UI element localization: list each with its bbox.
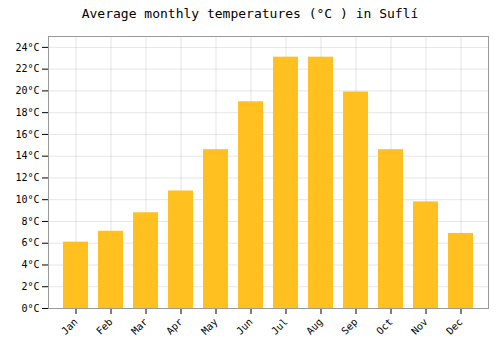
- svg-text:24°C: 24°C: [15, 42, 39, 53]
- svg-text:4°C: 4°C: [21, 259, 39, 270]
- svg-text:18°C: 18°C: [15, 107, 39, 118]
- svg-text:Jul: Jul: [269, 316, 290, 337]
- svg-text:0°C: 0°C: [21, 303, 39, 314]
- svg-text:22°C: 22°C: [15, 63, 39, 74]
- html-text:Average monthly temperatures (: Average monthly temperatures (°C ) in Su…: [81, 6, 419, 21]
- svg-text:Jun: Jun: [234, 316, 255, 337]
- svg-text:8°C: 8°C: [21, 216, 39, 227]
- svg-text:16°C: 16°C: [15, 129, 39, 140]
- svg-text:Oct: Oct: [374, 316, 395, 337]
- svg-text:Dec: Dec: [444, 316, 465, 337]
- svg-text:Nov: Nov: [409, 316, 430, 337]
- svg-text:Mar: Mar: [129, 316, 150, 337]
- svg-text:May: May: [199, 316, 220, 337]
- svg-text:20°C: 20°C: [15, 85, 39, 96]
- svg-text:Sep: Sep: [339, 316, 360, 337]
- svg-text:6°C: 6°C: [21, 237, 39, 248]
- svg-text:Feb: Feb: [94, 316, 115, 337]
- svg-text:10°C: 10°C: [15, 194, 39, 205]
- svg-text:2°C: 2°C: [21, 281, 39, 292]
- svg-text:14°C: 14°C: [15, 150, 39, 161]
- svg-text:Jan: Jan: [59, 316, 80, 337]
- svg-text:Apr: Apr: [164, 316, 185, 337]
- svg-text:12°C: 12°C: [15, 172, 39, 183]
- svg-text:Aug: Aug: [304, 316, 325, 337]
